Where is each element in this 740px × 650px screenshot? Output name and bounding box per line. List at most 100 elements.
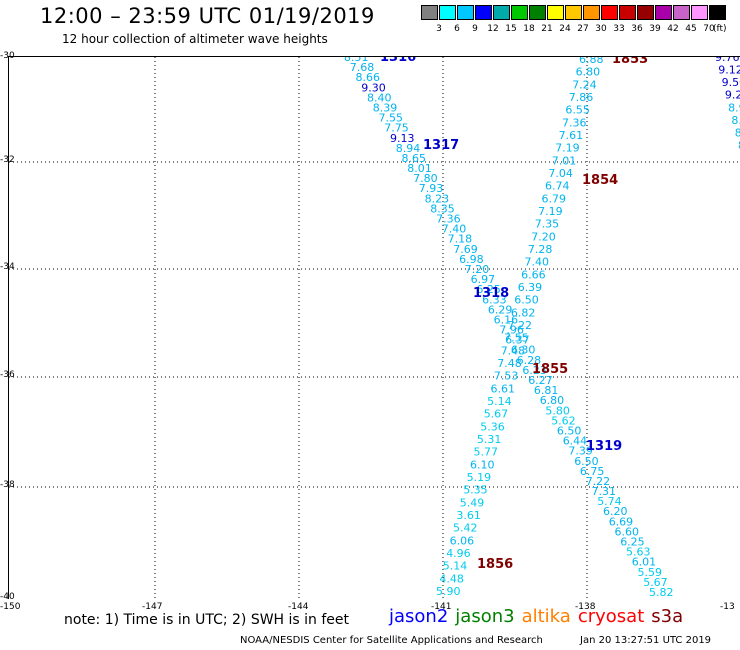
swh-value-ascending: 5.19: [467, 471, 492, 484]
swh-value-descending: 8.65: [402, 152, 427, 165]
swh-value-edge: 8.: [735, 126, 740, 139]
swh-value-descending: 7.36: [436, 213, 461, 226]
scale-unit: (ft): [713, 24, 727, 34]
scale-label: 3: [436, 24, 442, 34]
swh-value-descending: 7.22: [586, 475, 611, 488]
scale-label: 24: [559, 24, 571, 34]
scale-swatch: [493, 5, 510, 20]
swh-value-ascending: 7.55: [504, 332, 528, 345]
swh-value-ascending: 5.14: [443, 560, 468, 573]
swh-value-descending: 6.23: [522, 364, 547, 377]
scale-label: 30: [595, 24, 607, 34]
swh-value-descending: 6.16: [494, 314, 518, 327]
swh-value-ascending: 6.80: [576, 66, 601, 79]
swh-value-ascending: 5.67: [484, 408, 509, 421]
lon-label: -138: [575, 602, 596, 612]
lat-label: -40: [0, 592, 15, 602]
swh-value-ascending: 7.35: [535, 218, 560, 231]
swh-value-descending: 7.31: [592, 485, 617, 498]
swh-value-descending: 6.30: [511, 344, 536, 357]
swh-value-descending: 6.25: [620, 536, 645, 549]
legend-s3a: s3a: [651, 606, 684, 627]
swh-value-ascending: 5.31: [477, 433, 502, 446]
swh-value-descending: 5.82: [649, 586, 674, 599]
scale-swatch: [547, 5, 564, 20]
swh-value-descending: 8.23: [425, 192, 450, 205]
swh-value-edge: 8.: [731, 114, 740, 127]
scale-swatch: [421, 5, 438, 20]
swh-value-descending: 6.25: [476, 283, 501, 296]
scale-label: 70: [703, 24, 715, 34]
scale-label: 12: [487, 24, 499, 34]
swh-value-ascending: 7.01: [552, 154, 577, 167]
lon-label: -150: [0, 602, 21, 612]
swh-value-ascending: 6.82: [511, 306, 536, 319]
swh-value-descending: 7.80: [413, 172, 438, 185]
swh-value-descending: 8.94: [396, 142, 421, 155]
swh-value-ascending: 7.24: [572, 78, 597, 91]
units-note: note: 1) Time is in UTC; 2) SWH is in fe…: [64, 612, 350, 628]
swh-value-descending: 6.75: [580, 465, 605, 478]
swh-value-edge: 9.50: [722, 76, 740, 89]
pass-label: 1319: [586, 439, 622, 454]
satellite-legend: jason2 jason3 altika cryosat s3a: [389, 606, 690, 627]
swh-value-descending: 7.68: [350, 61, 375, 74]
scale-swatch: [439, 5, 456, 20]
swh-value-ascending: 5.36: [480, 420, 505, 433]
swh-value-edge: 9.12: [718, 64, 740, 77]
swh-value-descending: 9.30: [361, 81, 386, 94]
scale-swatch: [655, 5, 672, 20]
legend-altika: altika: [521, 606, 571, 627]
swh-value-descending: 8.40: [367, 91, 392, 104]
swh-value-descending: 6.97: [471, 273, 496, 286]
swh-value-descending: 6.20: [603, 505, 628, 518]
pass-label: 1317: [423, 138, 459, 153]
swh-value-edge: 8: [738, 139, 740, 152]
pass-label: 1854: [582, 173, 618, 188]
swh-value-ascending: 7.22: [508, 319, 533, 332]
swh-value-ascending: 5.49: [460, 496, 485, 509]
scale-label: 33: [613, 24, 625, 34]
scale-swatch: [691, 5, 708, 20]
swh-value-descending: 6.50: [557, 425, 582, 438]
legend-jason2: jason2: [389, 606, 449, 627]
map-subtitle: 12 hour collection of altimeter wave hei…: [62, 32, 328, 46]
swh-value-ascending: 5.77: [474, 446, 499, 459]
swh-value-ascending: 7.40: [525, 256, 550, 269]
scale-label: 9: [472, 24, 478, 34]
swh-value-descending: 7.96: [499, 324, 524, 337]
swh-value-descending: 6.50: [574, 455, 599, 468]
swh-value-ascending: 5.90: [436, 585, 461, 598]
pass-label: 1853: [612, 57, 648, 67]
wave-height-map: 8.51 7.68 8.66 9.30 8.40 8.39 7.55 7.75 9.13 8.94…: [8, 56, 740, 599]
scale-swatch: [511, 5, 528, 20]
lat-label: -36: [0, 370, 15, 380]
swh-value-edge: 8.9: [728, 101, 740, 114]
pass-label: 1855: [532, 362, 568, 377]
swh-value-ascending: 7.48: [497, 357, 522, 370]
scale-swatch: [457, 5, 474, 20]
scale-label: 15: [505, 24, 517, 34]
swh-value-ascending: 6.61: [491, 382, 516, 395]
swh-value-descending: 5.80: [545, 404, 570, 417]
swh-value-ascending: 7.48: [501, 344, 526, 357]
pass-label: 1316: [380, 57, 416, 65]
swh-value-descending: 6.69: [609, 515, 634, 528]
lon-label: -141: [431, 602, 452, 612]
swh-value-descending: 7.69: [453, 243, 478, 256]
swh-value-ascending: 6.88: [579, 57, 604, 66]
map-plot: 8.517.688.669.308.408.397.557.759.138.94…: [9, 57, 740, 599]
lon-label: -144: [288, 602, 309, 612]
swh-value-descending: 5.67: [643, 576, 668, 589]
scale-swatch: [709, 5, 726, 20]
pass-label: 1318: [473, 286, 509, 301]
swh-value-ascending: 5.35: [463, 484, 488, 497]
swh-value-descending: 8.35: [430, 202, 455, 215]
scale-swatch: [565, 5, 582, 20]
scale-label: 6: [454, 24, 460, 34]
swh-value-descending: 7.20: [465, 263, 490, 276]
swh-value-ascending: 4.96: [446, 547, 471, 560]
swh-value-ascending: 6.74: [545, 180, 570, 193]
swh-value-ascending: 5.14: [487, 395, 512, 408]
scale-label: 39: [649, 24, 661, 34]
